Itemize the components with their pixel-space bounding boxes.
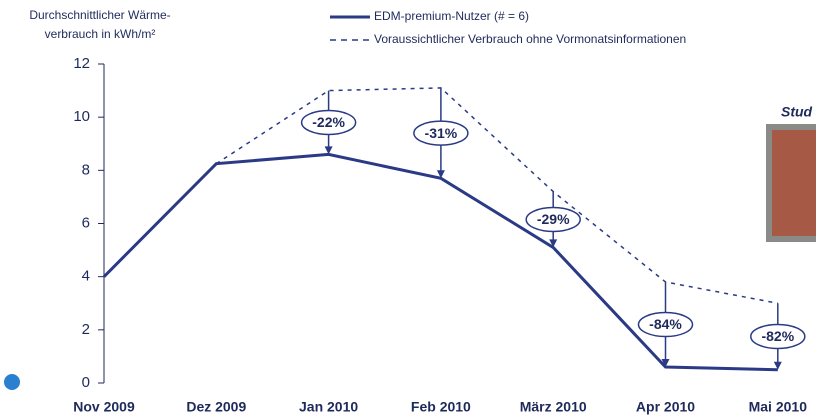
annotation-bubble (525, 206, 581, 233)
annotation-label: -31% (425, 125, 458, 141)
arrow-head (436, 170, 445, 179)
y-tick-label: 0 (82, 374, 90, 391)
arrow-head (324, 146, 333, 155)
x-tick-label: Mai 2010 (749, 399, 808, 415)
x-tick-label: Dez 2009 (186, 399, 246, 415)
x-tick-label: Jan 2010 (299, 399, 358, 415)
arrow-head (549, 239, 558, 248)
legend-label: Voraussichtlicher Verbrauch ohne Vormona… (374, 32, 686, 46)
annotation-label: -84% (649, 316, 682, 332)
x-tick-label: März 2010 (520, 399, 587, 415)
x-tick-label: Apr 2010 (636, 399, 695, 415)
solid-line (102, 152, 778, 372)
y-axis-label: Durchschnittlicher Wärme- (29, 8, 170, 22)
annotation-bubble (413, 120, 469, 146)
y-axis-label: verbrauch in kWh/m² (45, 27, 156, 41)
annotation-bubble (750, 323, 806, 350)
arrow-head (661, 359, 670, 368)
legend-label: EDM-premium-Nutzer (# = 6) (374, 9, 529, 23)
annotation-label: -82% (761, 328, 794, 344)
annotation-bubble (637, 311, 694, 338)
x-tick-label: Feb 2010 (411, 399, 471, 415)
photo-inner (772, 130, 816, 236)
x-tick-label: Nov 2009 (73, 399, 135, 415)
arrow-head (773, 361, 782, 370)
logo (4, 374, 20, 390)
y-tick-label: 12 (73, 55, 90, 72)
annotation-label: -29% (537, 211, 570, 227)
dashed-line (215, 87, 778, 304)
y-tick-label: 10 (73, 108, 90, 125)
side-label: Stud (781, 104, 813, 120)
y-tick-label: 6 (82, 214, 90, 231)
annotation-bubble (300, 109, 357, 136)
y-tick-label: 2 (82, 321, 90, 338)
annotation-label: -22% (312, 114, 345, 130)
y-tick-label: 8 (82, 161, 90, 178)
y-tick-label: 4 (82, 268, 90, 285)
